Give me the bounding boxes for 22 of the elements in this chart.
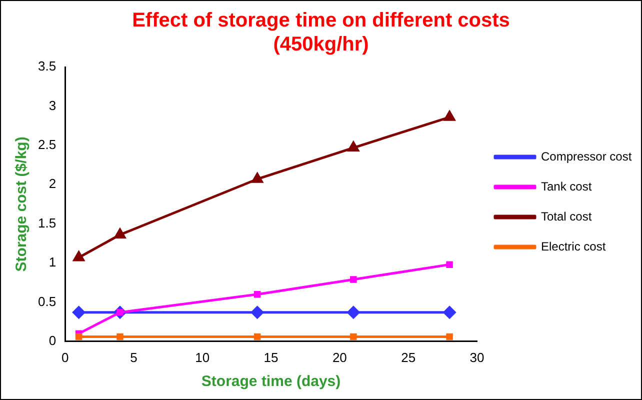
x-tick-label: 0 — [61, 350, 69, 365]
x-tick-label: 30 — [470, 350, 484, 365]
legend-label: Compressor cost — [541, 149, 632, 164]
y-tick-label: 0 — [48, 332, 56, 348]
y-tick-label: 0.5 — [38, 294, 56, 309]
x-tick-label: 25 — [401, 350, 416, 365]
y-tick-label: 3 — [48, 98, 56, 113]
legend-label: Tank cost — [541, 179, 592, 194]
legend-label: Total cost — [541, 209, 592, 224]
y-tick-label: 2.5 — [38, 136, 56, 152]
y-tick-label: 1 — [48, 254, 56, 270]
legend-label: Electric cost — [541, 239, 606, 254]
x-tick-label: 5 — [130, 350, 138, 365]
y-tick-label: 1.5 — [38, 215, 56, 230]
x-tick-label: 20 — [332, 350, 347, 365]
x-tick-label: 10 — [195, 350, 210, 365]
x-axis-title: Storage time (days) — [201, 373, 341, 390]
y-tick-label: 3.5 — [38, 58, 56, 74]
y-axis-title: Storage cost ($/kg) — [13, 136, 30, 272]
y-tick-label: 2 — [48, 176, 56, 192]
chart-title: Effect of storage time on different costs (450kg/hr) — [132, 10, 510, 56]
x-tick-label: 15 — [264, 350, 278, 365]
